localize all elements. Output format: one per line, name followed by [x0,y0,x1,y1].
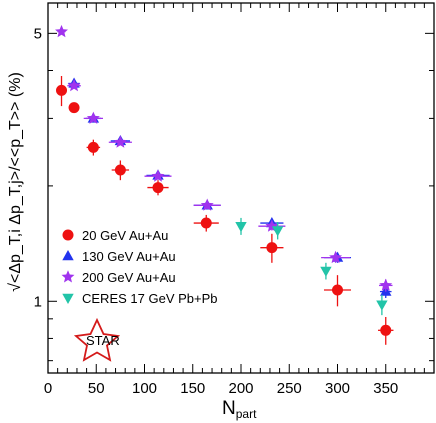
data-point [320,266,332,277]
legend-item: CERES 17 GeV Pb+Pb [62,291,218,306]
data-point [379,278,393,291]
data-point [113,135,127,148]
legend-label: 130 GeV Au+Au [82,249,176,264]
tick-marks [47,2,435,373]
x-tick-label: 50 [88,380,105,397]
data-point [271,226,284,237]
series-1 [68,77,392,298]
data-point [266,242,278,254]
y-axis-label: √<Δp_T,i Δp_T,j>/<<p_T>> (%) [7,72,24,292]
tick-labels: 0 50 100 150 200 250 300 350 1 5 [34,25,399,397]
x-tick-label: 0 [44,380,52,397]
data-point [152,182,164,194]
x-tick-label: 250 [277,380,302,397]
data-point [235,221,247,233]
legend-marker [62,293,74,304]
legend-item: 200 GeV Au+Au [61,270,176,285]
x-axis-label-sub: part [236,407,257,421]
data-point [200,198,214,211]
x-axis-label: Npart [222,398,257,421]
legend-marker [62,229,74,241]
y-tick-label: 1 [34,293,42,310]
data-point [380,324,392,336]
star-logo: STAR [73,317,121,362]
data-point [86,111,100,124]
data-point [55,24,68,38]
x-tick-label: 300 [325,380,350,397]
legend-label: 200 GeV Au+Au [82,270,176,285]
data-point [56,84,68,96]
data-point [329,250,343,264]
data-point [67,78,81,92]
x-axis-label-main: N [222,398,236,419]
legend-marker [61,270,75,283]
data-point [87,141,99,153]
data-point [68,102,80,114]
x-tick-label: 200 [228,380,253,397]
star-logo-text: STAR [86,333,120,348]
y-tick-label: 5 [34,25,42,42]
x-tick-label: 100 [132,380,157,397]
legend-item: 20 GeV Au+Au [62,228,168,243]
data-point [332,284,343,296]
legend-label: CERES 17 GeV Pb+Pb [82,291,218,306]
data-point [114,164,126,176]
legend-item: 130 GeV Au+Au [62,249,176,264]
legend: 20 GeV Au+Au 130 GeV Au+Au 200 GeV Au+Au CE… [61,228,218,306]
series-0 [56,76,394,345]
legend-marker [62,250,74,261]
data-point [151,169,165,182]
x-tick-label: 350 [373,380,398,397]
series-3 [235,217,388,316]
data-point [376,300,388,311]
x-tick-label: 150 [180,380,205,397]
data-points [55,24,394,345]
data-point [200,217,212,229]
legend-label: 20 GeV Au+Au [82,228,168,243]
plot-frame [47,2,435,374]
star-logo-icon [73,317,121,362]
